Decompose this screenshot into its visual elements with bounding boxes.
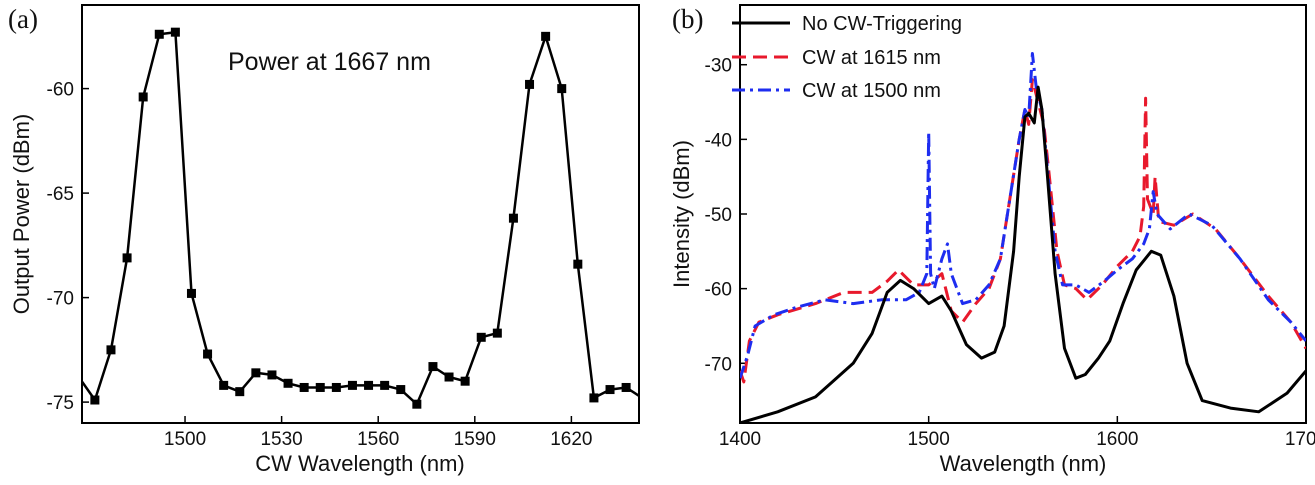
- a-marker: [154, 29, 164, 39]
- panel-a-ticks: 1500 1530 1560 1590 1620 -75 -70 -65 -60: [47, 80, 593, 450]
- panel-b-label: (b): [672, 4, 703, 34]
- a-marker: [557, 84, 567, 94]
- panel-b-legend: No CW-Triggering CW at 1615 nm CW at 150…: [732, 13, 962, 102]
- b-xtick-label: 1400: [719, 429, 761, 450]
- panel-a-data: [82, 27, 639, 409]
- b-xtick-label: 1500: [908, 429, 950, 450]
- panel-a-frame: [81, 4, 640, 424]
- b-ytick-label: -40: [705, 130, 732, 151]
- b-ytick-label: -30: [705, 56, 732, 77]
- a-marker: [203, 349, 213, 359]
- a-marker: [122, 253, 132, 263]
- a-marker: [283, 378, 293, 388]
- a-marker: [396, 385, 406, 395]
- a-marker: [589, 393, 599, 403]
- a-marker: [315, 382, 325, 392]
- panel-b-data: [740, 52, 1306, 423]
- a-xtick-label: 1590: [454, 429, 496, 450]
- panel-b-xlabel: Wavelength (nm): [940, 451, 1107, 476]
- b-series-solid: [740, 85, 1306, 423]
- a-xtick-label: 1560: [357, 429, 399, 450]
- panel-a: (a) Power at 1667 nm CW Wavelength (nm) …: [8, 4, 640, 476]
- a-marker: [541, 31, 551, 41]
- a-marker: [492, 328, 502, 338]
- b-ytick-label: -50: [705, 205, 732, 226]
- a-marker: [364, 380, 374, 390]
- b-ytick-label: -70: [705, 354, 732, 375]
- a-marker: [380, 380, 390, 390]
- a-marker: [331, 382, 341, 392]
- panel-a-ylabel: Output Power (dBm): [9, 114, 34, 315]
- a-marker: [90, 395, 100, 405]
- a-marker: [235, 387, 245, 397]
- a-marker: [508, 213, 518, 223]
- a-ytick-label: -75: [47, 393, 74, 414]
- legend-label-no-cw: No CW-Triggering: [802, 13, 962, 35]
- a-marker: [138, 92, 148, 102]
- a-xtick-label: 1500: [164, 429, 206, 450]
- a-marker: [219, 380, 229, 390]
- a-marker: [412, 399, 422, 409]
- a-marker: [444, 372, 454, 382]
- a-marker: [186, 288, 196, 298]
- a-ytick-label: -60: [47, 80, 74, 101]
- a-marker: [525, 79, 535, 89]
- a-marker: [476, 332, 486, 342]
- a-marker: [428, 362, 438, 372]
- panel-b: (b) Wavelength (nm) Intensity (dBm) 1400…: [669, 4, 1315, 476]
- panel-a-xlabel: CW Wavelength (nm): [255, 451, 464, 476]
- panel-b-ylabel: Intensity (dBm): [669, 140, 694, 288]
- a-marker: [267, 370, 277, 380]
- legend-label-cw-1615: CW at 1615 nm: [802, 47, 941, 69]
- a-ytick-label: -70: [47, 289, 74, 310]
- b-xtick-label: 1700: [1285, 429, 1315, 450]
- a-ytick-label: -65: [47, 184, 74, 205]
- b-xtick-label: 1600: [1096, 429, 1138, 450]
- a-xtick-label: 1620: [550, 429, 592, 450]
- a-marker: [460, 376, 470, 386]
- b-ytick-label: -60: [705, 280, 732, 301]
- a-marker: [347, 380, 357, 390]
- panel-a-label: (a): [8, 4, 38, 34]
- a-marker: [573, 259, 583, 269]
- a-marker: [605, 385, 615, 395]
- b-series-dashed: [740, 78, 1306, 384]
- a-marker: [170, 27, 180, 37]
- a-marker: [621, 382, 631, 392]
- a-marker: [106, 345, 116, 355]
- b-series-dashdot: [740, 52, 1306, 379]
- a-marker: [251, 368, 261, 378]
- panel-a-annotation: Power at 1667 nm: [228, 48, 431, 76]
- panel-b-ticks: 1400 1500 1600 1700 -70 -60 -50 -40 -30: [705, 56, 1315, 450]
- a-marker: [299, 382, 309, 392]
- legend-label-cw-1500: CW at 1500 nm: [802, 80, 941, 102]
- a-xtick-label: 1530: [260, 429, 302, 450]
